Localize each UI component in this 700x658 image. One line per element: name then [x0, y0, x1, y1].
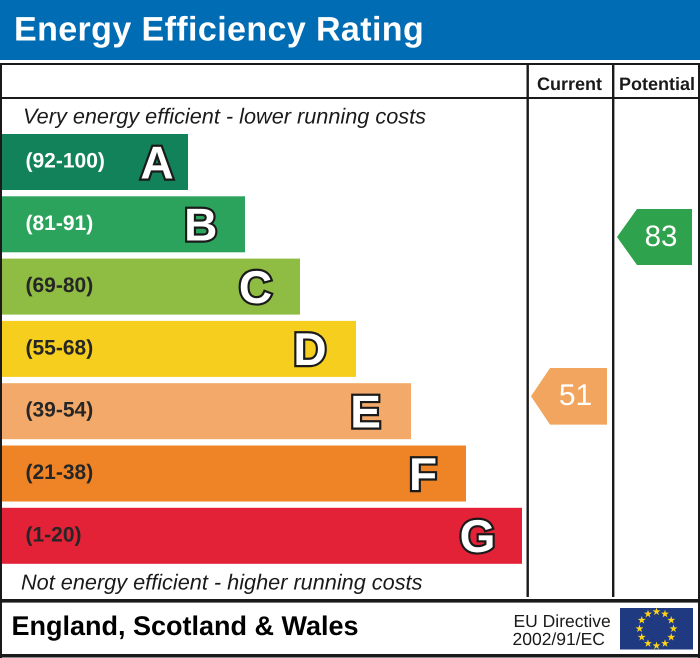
svg-text:(69-80): (69-80) [26, 274, 94, 297]
svg-text:England, Scotland & Wales: England, Scotland & Wales [12, 611, 359, 641]
svg-text:Potential: Potential [619, 74, 695, 94]
svg-text:2002/91/EC: 2002/91/EC [513, 629, 605, 649]
svg-text:(92-100): (92-100) [26, 150, 105, 173]
svg-text:(81-91): (81-91) [26, 212, 94, 235]
svg-text:Current: Current [537, 74, 602, 94]
svg-text:51: 51 [559, 379, 592, 412]
svg-text:(21-38): (21-38) [26, 461, 94, 484]
svg-text:(55-68): (55-68) [26, 336, 94, 359]
svg-text:83: 83 [645, 220, 678, 253]
svg-text:C: C [239, 261, 272, 313]
svg-text:(39-54): (39-54) [26, 399, 94, 422]
svg-text:B: B [184, 199, 217, 251]
svg-text:D: D [293, 323, 326, 375]
svg-text:A: A [140, 136, 173, 188]
svg-text:Not energy efficient - higher: Not energy efficient - higher running co… [21, 570, 423, 595]
svg-text:(1-20): (1-20) [26, 523, 82, 546]
svg-text:E: E [350, 386, 381, 438]
svg-text:G: G [460, 510, 496, 562]
svg-text:Energy Efficiency Rating: Energy Efficiency Rating [14, 11, 424, 49]
svg-text:F: F [409, 448, 437, 500]
svg-text:EU Directive: EU Directive [514, 611, 611, 631]
svg-text:Very energy efficient - lower: Very energy efficient - lower running co… [23, 104, 426, 129]
